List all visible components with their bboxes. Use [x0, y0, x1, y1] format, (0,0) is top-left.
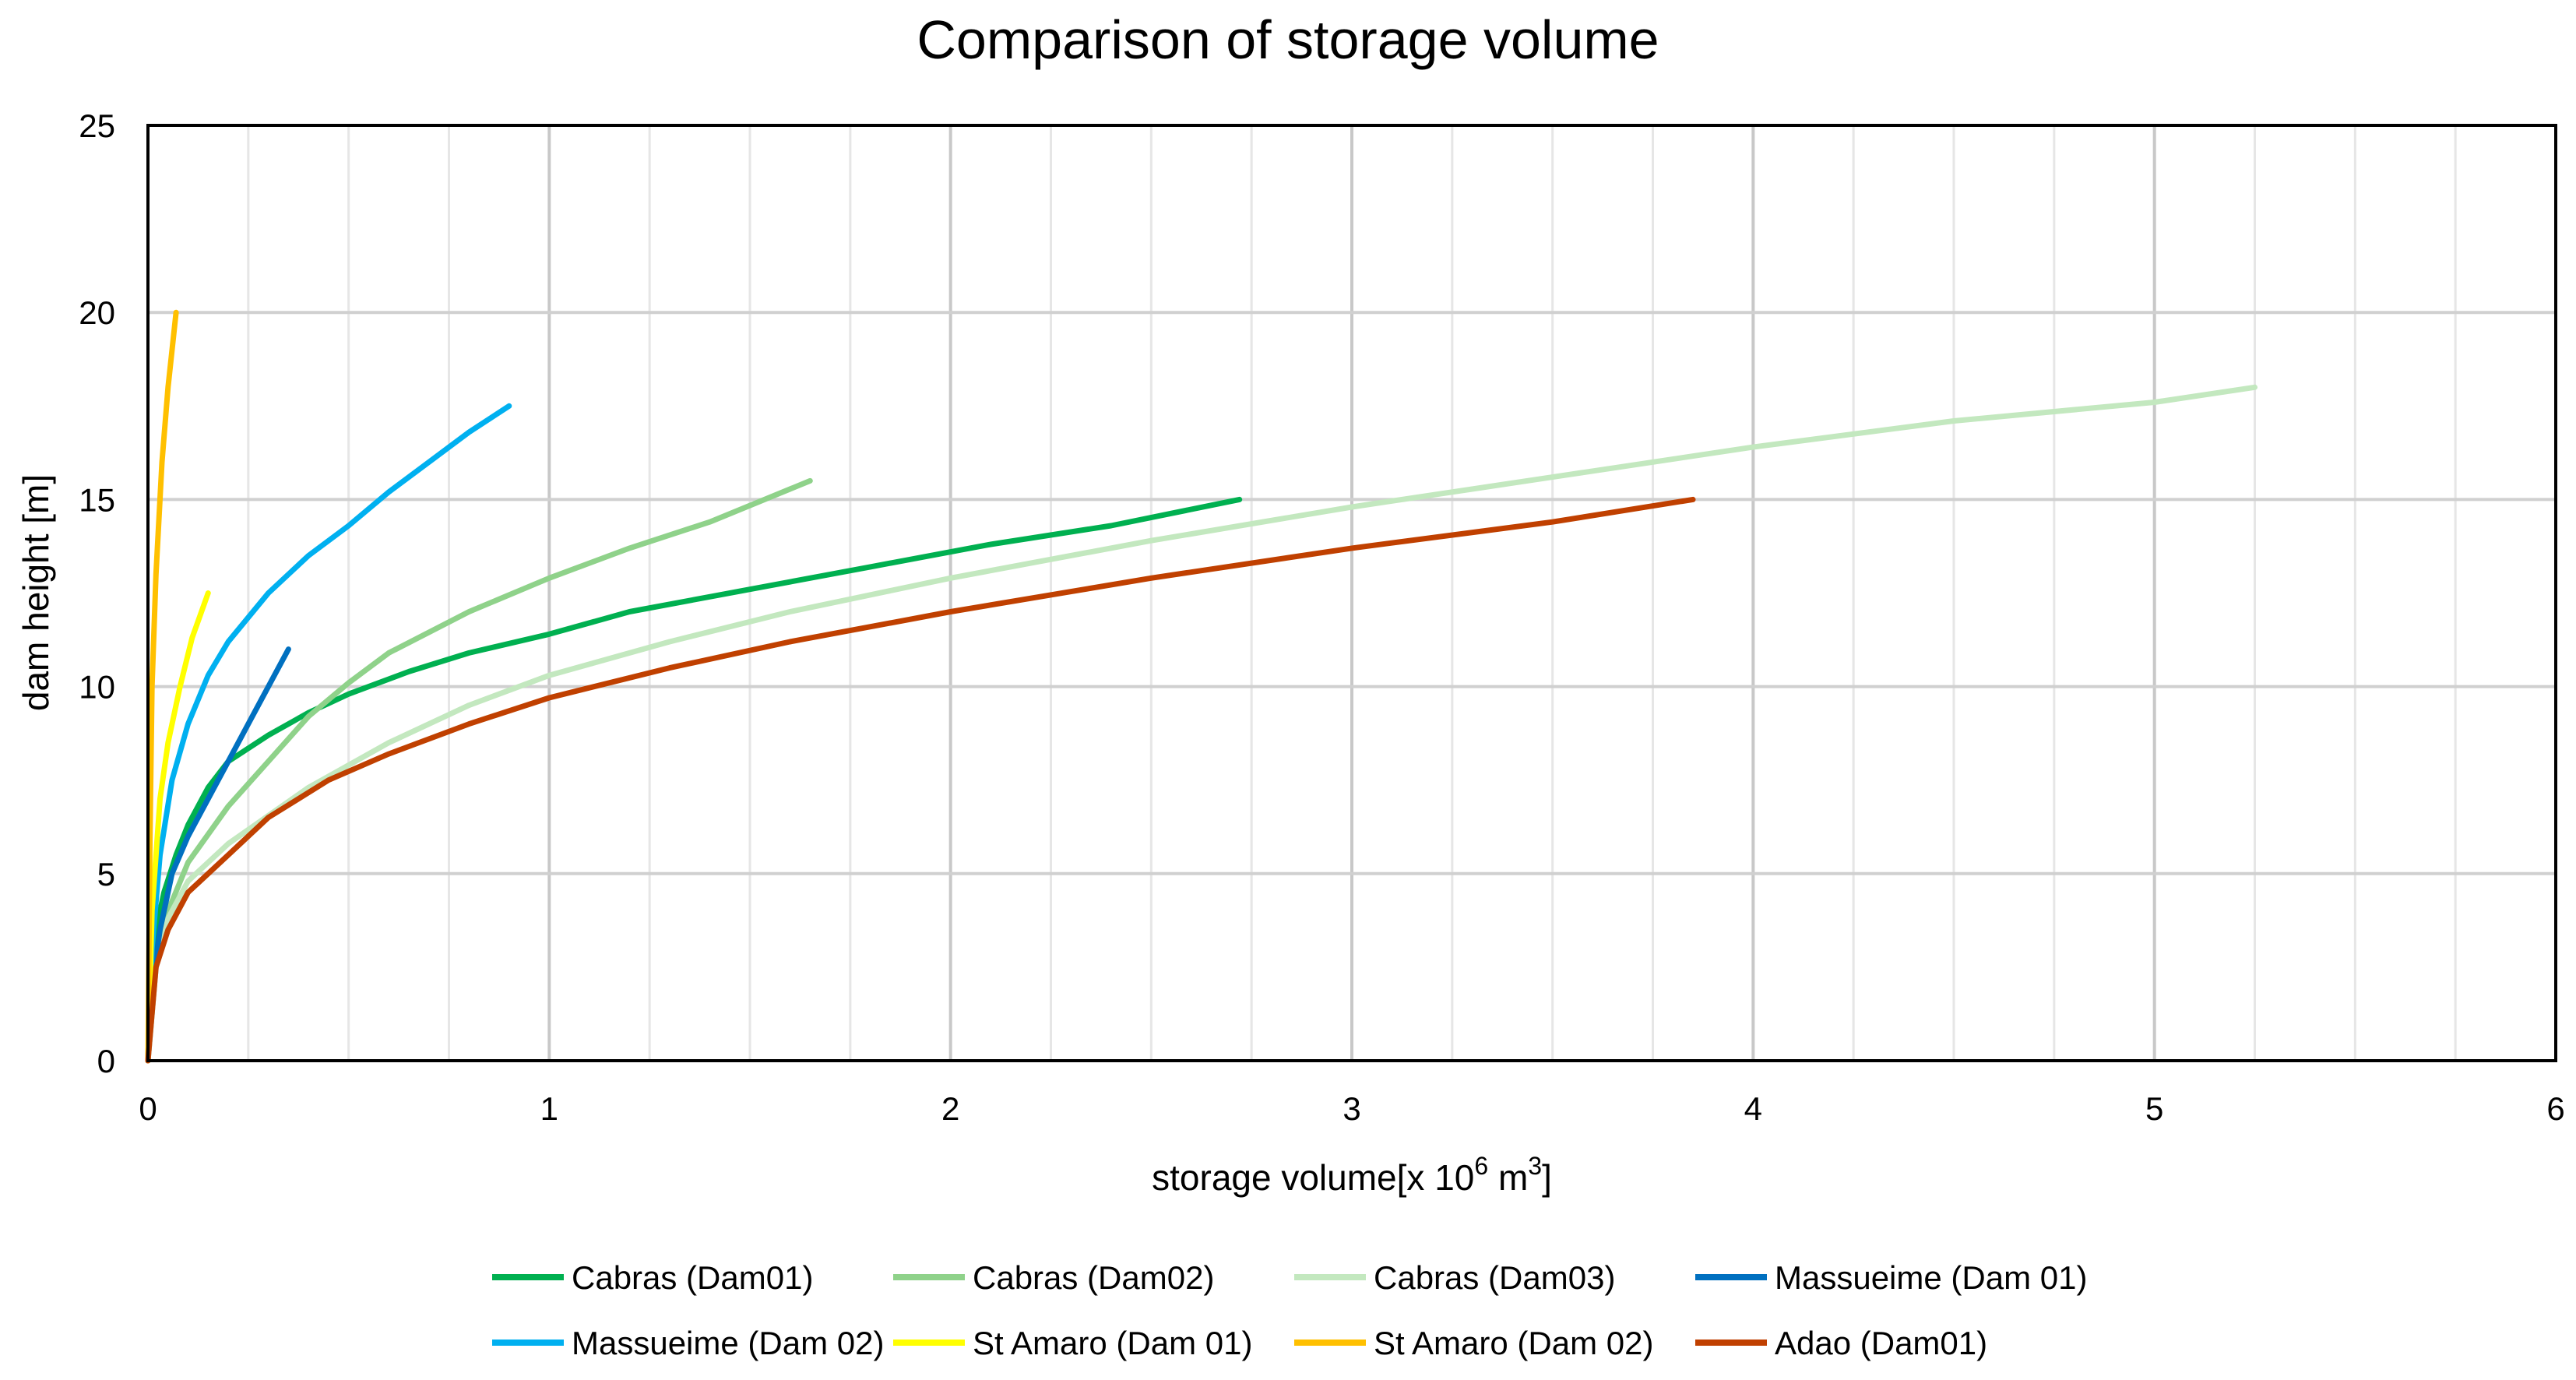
y-tick-label: 5 — [97, 856, 115, 892]
x-axis-label-unit-exponent: 3 — [1528, 1152, 1542, 1180]
x-axis-ticks: 0 1 2 3 4 5 6 — [139, 1090, 2564, 1127]
y-axis-label: dam height [m] — [16, 474, 56, 711]
x-tick-label: 4 — [1744, 1090, 1762, 1127]
x-axis-label: storage volume[x 106 m3] — [1152, 1152, 1552, 1198]
x-tick-label: 2 — [941, 1090, 959, 1127]
legend-label: Massueime (Dam 01) — [1775, 1259, 2087, 1296]
legend-label: Cabras (Dam01) — [572, 1259, 813, 1296]
legend-label: Massueime (Dam 02) — [572, 1325, 884, 1361]
y-tick-label: 0 — [97, 1043, 115, 1079]
grid — [148, 125, 2556, 1061]
legend-label: St Amaro (Dam 01) — [973, 1325, 1252, 1361]
chart-title: Comparison of storage volume — [917, 9, 1659, 70]
x-axis-label-unit: m — [1488, 1157, 1528, 1198]
legend: Cabras (Dam01) Cabras (Dam02) Cabras (Dam0… — [492, 1259, 2087, 1361]
series-line — [145, 496, 1243, 1064]
series-line — [145, 646, 291, 1064]
y-tick-label: 25 — [79, 107, 115, 144]
x-axis-label-close: ] — [1542, 1157, 1552, 1198]
legend-label: Adao (Dam01) — [1775, 1325, 1987, 1361]
y-tick-label: 20 — [79, 294, 115, 331]
series-line — [145, 590, 211, 1064]
y-axis-ticks: 0 5 10 15 20 25 — [79, 107, 115, 1079]
x-tick-label: 0 — [139, 1090, 157, 1127]
x-tick-label: 5 — [2145, 1090, 2163, 1127]
series-line — [145, 496, 1696, 1064]
legend-label: St Amaro (Dam 02) — [1374, 1325, 1653, 1361]
x-axis-label-exponent: 6 — [1474, 1152, 1488, 1180]
x-tick-label: 6 — [2546, 1090, 2564, 1127]
plot-frame — [146, 124, 2557, 1062]
legend-label: Cabras (Dam02) — [973, 1259, 1214, 1296]
x-axis-label-text: storage volume[x 10 — [1152, 1157, 1474, 1198]
series-line — [145, 309, 179, 1064]
y-tick-label: 15 — [79, 481, 115, 518]
series-line — [145, 384, 2258, 1064]
x-tick-label: 1 — [540, 1090, 558, 1127]
plot-lines — [145, 309, 2258, 1064]
y-tick-label: 10 — [79, 669, 115, 706]
x-tick-label: 3 — [1343, 1090, 1360, 1127]
legend-label: Cabras (Dam03) — [1374, 1259, 1615, 1296]
series-line — [145, 477, 813, 1064]
series-line — [145, 403, 512, 1064]
